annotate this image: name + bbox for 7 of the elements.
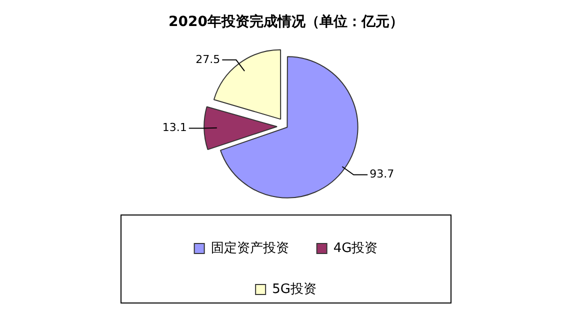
data-label: 27.5: [196, 52, 220, 66]
data-label: 93.7: [370, 168, 394, 181]
data-label: 13.1: [162, 121, 187, 134]
chart-title: 2020年投资完成情况（单位：亿元）: [168, 13, 404, 30]
legend-label: 5G投资: [272, 282, 316, 297]
legend-label: 固定资产投资: [210, 240, 289, 256]
legend-label: 4G投资: [333, 240, 378, 256]
